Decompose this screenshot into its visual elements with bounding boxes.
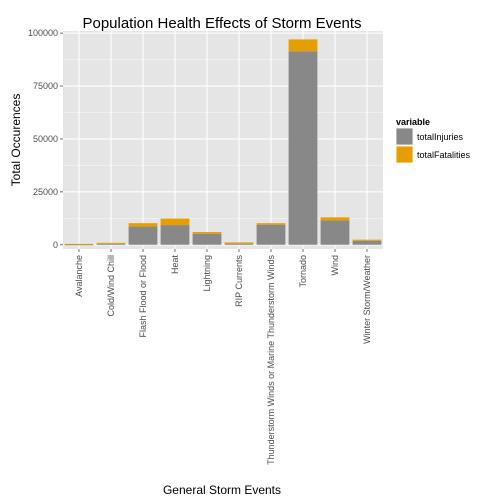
bar-totalInjuries bbox=[128, 226, 158, 245]
x-axis: Avalanche Cold/Wind Chill Flash Flood or F… bbox=[74, 249, 372, 465]
x-tick-label: RIP Currents bbox=[234, 255, 244, 307]
bar-totalInjuries bbox=[224, 243, 254, 245]
bar-totalFatalities bbox=[96, 242, 126, 244]
x-tick-label: Flash Flood or Flood bbox=[138, 255, 148, 338]
x-tick-label: Cold/Wind Chill bbox=[106, 255, 116, 317]
x-tick-label: Avalanche bbox=[74, 255, 84, 297]
y-tick-label: 100000 bbox=[28, 28, 58, 38]
y-tick-label: 25000 bbox=[33, 187, 58, 197]
bar-totalInjuries bbox=[288, 51, 318, 245]
y-tick-label: 0 bbox=[53, 240, 58, 250]
legend-title: variable bbox=[396, 117, 430, 127]
legend-label-totalInjuries: totalInjuries bbox=[417, 132, 464, 142]
legend-swatch-totalInjuries bbox=[395, 127, 414, 146]
x-tick-label: Heat bbox=[170, 255, 180, 275]
y-axis: 0 25000 50000 75000 100000 bbox=[28, 28, 63, 250]
bars bbox=[64, 39, 382, 246]
x-tick-label: Thunderstorm Winds or Marine Thunderstor… bbox=[266, 255, 276, 465]
bar-totalFatalities bbox=[128, 223, 158, 227]
legend-swatch-totalFatalities bbox=[395, 145, 414, 164]
y-tick-label: 75000 bbox=[33, 81, 58, 91]
chart-title: Population Health Effects of Storm Event… bbox=[82, 15, 361, 32]
x-axis-title: General Storm Events bbox=[163, 483, 281, 497]
bar-totalFatalities bbox=[192, 232, 222, 234]
x-tick-label: Tornado bbox=[298, 255, 308, 288]
bar-totalFatalities bbox=[224, 242, 254, 244]
bar-totalInjuries bbox=[320, 220, 350, 245]
bar-totalInjuries bbox=[64, 244, 94, 246]
bar-totalInjuries bbox=[160, 225, 190, 245]
y-axis-title: Total Occurences bbox=[9, 94, 23, 187]
x-tick-label: Lightning bbox=[202, 255, 212, 292]
plot-panel bbox=[63, 31, 383, 249]
bar-totalFatalities bbox=[288, 39, 318, 52]
legend-label-totalFatalities: totalFatalities bbox=[417, 150, 471, 160]
bar-totalFatalities bbox=[352, 239, 382, 241]
gridlines bbox=[63, 31, 383, 249]
bar-totalFatalities bbox=[160, 218, 190, 226]
x-tick-label: Wind bbox=[330, 255, 340, 276]
bar-totalInjuries bbox=[256, 224, 286, 245]
bar-totalFatalities bbox=[256, 223, 286, 225]
legend: variable totalInjuries totalFatalities bbox=[395, 117, 471, 164]
bar-totalInjuries bbox=[352, 240, 382, 245]
bar-totalInjuries bbox=[96, 243, 126, 245]
bar-totalFatalities bbox=[64, 243, 94, 245]
y-tick-label: 50000 bbox=[33, 134, 58, 144]
bar-totalInjuries bbox=[192, 233, 222, 245]
bar-totalFatalities bbox=[320, 217, 350, 221]
x-tick-label: Winter Storm/Weather bbox=[362, 255, 372, 344]
